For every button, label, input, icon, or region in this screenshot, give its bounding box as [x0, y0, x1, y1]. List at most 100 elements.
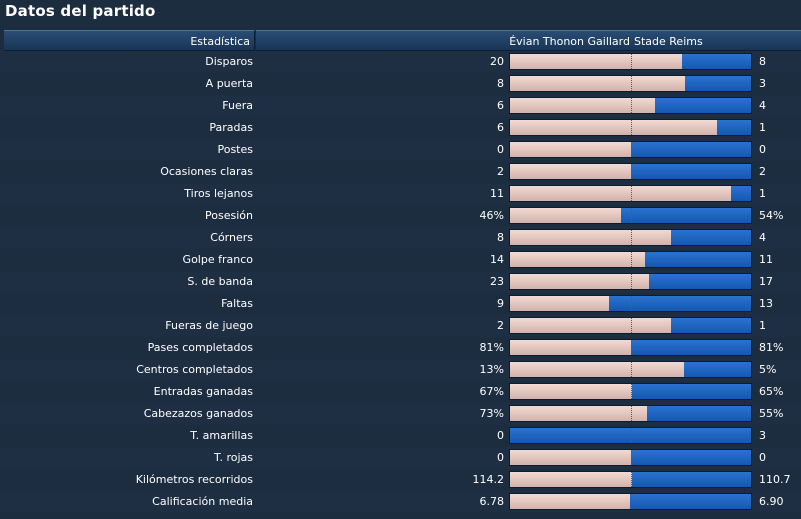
home-share-fill	[510, 274, 649, 289]
stat-row: T. amarillas 0 3	[0, 425, 801, 447]
stat-row: Cabezazos ganados 73% 55%	[0, 403, 801, 425]
away-value: 1	[759, 319, 766, 332]
comparison-bar	[509, 207, 752, 224]
comparison-bar	[509, 141, 752, 158]
bar-midline	[631, 472, 632, 487]
home-value: 114.2	[472, 473, 505, 486]
home-share-fill	[510, 384, 632, 399]
away-value: 65%	[759, 385, 784, 398]
home-share-fill	[510, 252, 645, 267]
stat-row: Disparos 20 8	[0, 51, 801, 73]
home-value: 13%	[479, 363, 504, 376]
away-value: 2	[759, 165, 766, 178]
stat-row: Entradas ganadas 67% 65%	[0, 381, 801, 403]
stat-label: Ocasiones claras	[160, 165, 253, 178]
stat-row: Faltas 9 13	[0, 293, 801, 315]
stat-label: Centros completados	[136, 363, 253, 376]
bar-midline	[631, 252, 632, 267]
home-share-fill	[510, 186, 731, 201]
stat-row: Posesión 46% 54%	[0, 205, 801, 227]
bar-midline	[631, 428, 632, 443]
bar-midline	[631, 340, 632, 355]
comparison-bar	[509, 185, 752, 202]
stat-row: Tiros lejanos 11 1	[0, 183, 801, 205]
bar-midline	[631, 76, 632, 91]
stat-row: Postes 0 0	[0, 139, 801, 161]
stat-row: Centros completados 13% 5%	[0, 359, 801, 381]
stat-label: Calificación media	[152, 495, 253, 508]
stat-label: Postes	[217, 143, 253, 156]
comparison-bar	[509, 119, 752, 136]
comparison-bar	[509, 471, 752, 488]
home-value: 2	[497, 319, 504, 332]
stat-label: Kilómetros recorridos	[135, 473, 253, 486]
comparison-bar	[509, 229, 752, 246]
home-value: 9	[497, 297, 504, 310]
stat-label: Fuera	[222, 99, 253, 112]
bar-midline	[631, 230, 632, 245]
comparison-bar	[509, 75, 752, 92]
bar-midline	[631, 54, 632, 69]
away-value: 13	[759, 297, 773, 310]
stat-label: T. rojas	[214, 451, 253, 464]
home-share-fill	[510, 76, 685, 91]
bar-midline	[631, 384, 632, 399]
stat-row: T. rojas 0 0	[0, 447, 801, 469]
stat-row: A puerta 8 3	[0, 73, 801, 95]
column-header-stat[interactable]: Estadística	[4, 30, 255, 51]
bar-midline	[631, 450, 632, 465]
home-share-fill	[510, 450, 631, 465]
bar-midline	[631, 98, 632, 113]
comparison-bar	[509, 449, 752, 466]
home-team-name: Évian Thonon Gaillard	[509, 35, 630, 48]
bar-midline	[631, 120, 632, 135]
away-value: 17	[759, 275, 773, 288]
home-share-fill	[510, 98, 655, 113]
home-share-fill	[510, 362, 684, 377]
away-value: 110.7	[759, 473, 791, 486]
home-value: 14	[490, 253, 504, 266]
home-share-fill	[510, 54, 682, 69]
bar-midline	[631, 208, 632, 223]
bar-midline	[631, 274, 632, 289]
stat-row: Córners 8 4	[0, 227, 801, 249]
home-share-fill	[510, 208, 621, 223]
stat-row: Calificación media 6.78 6.90	[0, 491, 801, 513]
comparison-bar	[509, 361, 752, 378]
stat-label: Disparos	[205, 55, 253, 68]
away-value: 54%	[759, 209, 784, 222]
comparison-bar	[509, 251, 752, 268]
stat-label: Cabezazos ganados	[143, 407, 253, 420]
comparison-bar	[509, 405, 752, 422]
home-share-fill	[510, 120, 717, 135]
home-share-fill	[510, 296, 609, 311]
home-share-fill	[510, 164, 631, 179]
home-value: 6	[497, 121, 504, 134]
away-value: 4	[759, 99, 766, 112]
home-value: 67%	[479, 385, 504, 398]
comparison-bar	[509, 53, 752, 70]
away-value: 5%	[759, 363, 777, 376]
bar-midline	[631, 296, 632, 311]
stat-label: T. amarillas	[190, 429, 253, 442]
away-value: 3	[759, 429, 766, 442]
away-value: 81%	[759, 341, 784, 354]
home-share-fill	[510, 340, 631, 355]
stat-label: S. de banda	[187, 275, 253, 288]
stats-table: Disparos 20 8 A puerta 8 3 Fuera 6 4 Paradas 6 1 Pos…	[0, 51, 801, 513]
comparison-bar	[509, 493, 752, 510]
stat-label: Paradas	[209, 121, 253, 134]
comparison-bar	[509, 295, 752, 312]
comparison-bar	[509, 97, 752, 114]
away-value: 6.90	[759, 495, 784, 508]
stat-label: Posesión	[205, 209, 253, 222]
home-value: 46%	[479, 209, 504, 222]
away-team-name: Stade Reims	[634, 35, 703, 48]
home-share-fill	[510, 142, 631, 157]
stat-row: Paradas 6 1	[0, 117, 801, 139]
away-value: 1	[759, 187, 766, 200]
home-value: 8	[497, 77, 504, 90]
column-header-teams: Évian Thonon Gaillard Stade Reims	[256, 30, 801, 51]
away-value: 0	[759, 143, 766, 156]
away-value: 0	[759, 451, 766, 464]
